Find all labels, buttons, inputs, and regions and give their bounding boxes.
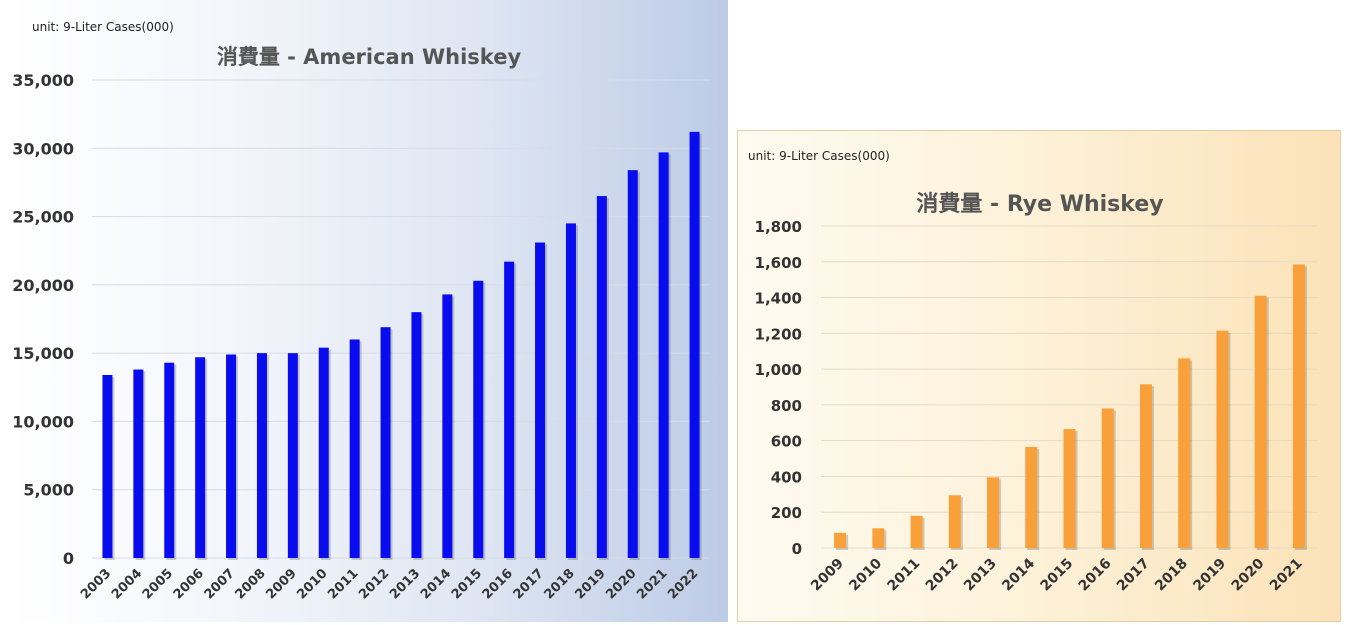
rye-y-tick-label: 600 [771, 433, 802, 451]
rye-y-tick-label: 800 [771, 397, 802, 415]
rye-x-tick-label: 2013 [961, 556, 1000, 595]
american-bar-2016 [504, 261, 515, 558]
rye-y-tick-label: 0 [792, 540, 802, 558]
american-x-tick-label: 2006 [171, 566, 207, 602]
rye-x-tick-label: 2018 [1152, 556, 1191, 595]
american-y-tick-label: 25,000 [12, 208, 74, 227]
american-x-tick-label: 2014 [418, 566, 454, 602]
rye-y-tick-label: 1,000 [755, 361, 802, 379]
american-bar-2007 [226, 354, 237, 558]
american-y-tick-label: 10,000 [12, 412, 74, 431]
american-bar-2010 [318, 347, 329, 558]
american-bar-2004 [133, 369, 144, 558]
american-x-tick-label: 2021 [634, 566, 670, 602]
rye-x-tick-label: 2014 [999, 555, 1038, 594]
american-y-tick-label: 30,000 [12, 139, 74, 158]
american-y-tick-label: 15,000 [12, 344, 74, 363]
rye-x-tick-label: 2019 [1190, 556, 1229, 595]
american-bar-2009 [287, 353, 298, 558]
american-x-tick-label: 2019 [572, 566, 608, 602]
rye-y-tick-label: 400 [771, 468, 802, 486]
rye-x-tick-label: 2017 [1114, 556, 1153, 595]
rye-bar-2009 [834, 532, 847, 548]
american-x-tick-label: 2013 [387, 566, 423, 602]
american-whiskey-chart-panel: unit: 9-Liter Cases(000) 消費量 - American … [10, 0, 728, 622]
rye-chart-plot: 0 200 400 600 800 1,000 1,200 1,400 1,600 1,800 20… [755, 218, 1318, 595]
rye-bar-2018 [1178, 358, 1191, 548]
american-x-tick-label: 2004 [109, 566, 145, 602]
american-bar-2003 [102, 374, 113, 558]
american-y-tick-label: 0 [63, 549, 74, 568]
rye-bar-2019 [1216, 330, 1229, 548]
rye-x-tick-label: 2016 [1076, 556, 1115, 595]
rye-bar-2012 [948, 495, 961, 548]
american-bar-2008 [256, 353, 267, 558]
rye-y-tick-label: 1,600 [755, 254, 802, 272]
rye-bar-2017 [1139, 384, 1152, 548]
american-y-tick-label: 5,000 [23, 481, 74, 500]
rye-x-tick-label: 2009 [808, 556, 847, 595]
american-bar-2013 [411, 312, 422, 558]
rye-bar-2021 [1292, 264, 1305, 548]
american-x-tick-label: 2017 [511, 566, 547, 602]
american-x-tick-label: 2020 [603, 566, 639, 602]
american-x-tick-label: 2008 [233, 566, 269, 602]
american-x-tick-label: 2012 [356, 566, 392, 602]
rye-y-tick-label: 200 [771, 504, 802, 522]
rye-bar-2016 [1101, 408, 1114, 548]
rye-bar-2014 [1025, 446, 1038, 548]
american-x-tick-label: 2005 [140, 566, 176, 602]
american-y-tick-label: 20,000 [12, 276, 74, 295]
american-x-tick-label: 2003 [78, 566, 114, 602]
american-y-tick-label: 35,000 [12, 71, 74, 90]
american-bar-2018 [565, 223, 576, 558]
american-x-tick-label: 2007 [202, 566, 238, 602]
american-bar-2017 [535, 242, 546, 558]
rye-x-tick-label: 2012 [923, 556, 962, 595]
american-x-tick-label: 2015 [449, 566, 485, 602]
rye-y-tick-label: 1,200 [755, 325, 802, 343]
rye-bar-2020 [1254, 295, 1267, 548]
american-x-tick-label: 2010 [294, 566, 330, 602]
american-bar-2015 [473, 280, 484, 558]
american-bar-2011 [349, 339, 360, 558]
rye-x-tick-label: 2015 [1037, 556, 1076, 595]
american-x-tick-label: 2009 [263, 566, 299, 602]
rye-y-tick-label: 1,800 [755, 218, 802, 236]
american-bar-2021 [658, 152, 669, 558]
american-chart-plot: 0 5,000 10,000 15,000 20,000 25,000 30,000 35,0… [12, 71, 710, 602]
american-bar-2012 [380, 327, 391, 558]
rye-bar-2011 [910, 515, 923, 548]
american-x-tick-label: 2022 [665, 566, 701, 602]
rye-x-tick-label: 2010 [846, 555, 885, 594]
american-unit-label: unit: 9-Liter Cases(000) [32, 20, 174, 34]
rye-bar-2015 [1063, 429, 1076, 548]
rye-x-tick-label: 2021 [1267, 556, 1306, 595]
american-chart-title: 消費量 - American Whiskey [216, 45, 522, 69]
american-bar-2022 [689, 131, 700, 558]
american-x-tick-label: 2018 [542, 566, 578, 602]
rye-y-tick-label: 1,400 [755, 290, 802, 308]
american-bar-2014 [442, 294, 453, 558]
american-x-tick-label: 2011 [325, 566, 361, 602]
rye-bar-2010 [872, 528, 885, 548]
american-x-tick-label: 2016 [480, 566, 516, 602]
american-bar-2020 [627, 170, 638, 558]
rye-chart-title: 消費量 - Rye Whiskey [916, 192, 1164, 217]
rye-unit-label: unit: 9-Liter Cases(000) [748, 149, 890, 163]
rye-x-tick-label: 2011 [885, 556, 924, 595]
american-bar-2019 [596, 196, 607, 559]
rye-whiskey-chart-panel: unit: 9-Liter Cases(000) 消費量 - Rye Whisk… [737, 130, 1341, 622]
american-bar-2005 [164, 362, 175, 558]
rye-x-tick-label: 2020 [1229, 555, 1268, 594]
rye-bar-2013 [987, 477, 1000, 548]
american-bar-2006 [195, 357, 206, 558]
